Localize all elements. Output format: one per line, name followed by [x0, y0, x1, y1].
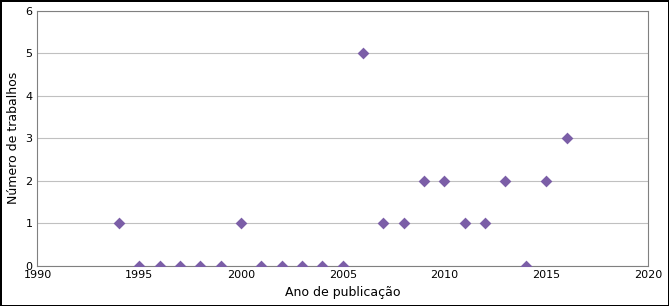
Point — [235, 221, 246, 226]
Point — [541, 178, 551, 183]
Point — [500, 178, 511, 183]
Point — [296, 263, 307, 268]
Point — [317, 263, 328, 268]
Point — [134, 263, 145, 268]
Point — [215, 263, 226, 268]
Point — [195, 263, 205, 268]
Y-axis label: Número de trabalhos: Número de trabalhos — [7, 72, 20, 204]
Point — [276, 263, 287, 268]
Point — [439, 178, 450, 183]
Point — [358, 51, 369, 56]
Point — [175, 263, 185, 268]
Point — [399, 221, 409, 226]
X-axis label: Ano de publicação: Ano de publicação — [285, 286, 401, 299]
Point — [378, 221, 389, 226]
Point — [337, 263, 348, 268]
Point — [480, 221, 490, 226]
Point — [114, 221, 124, 226]
Point — [520, 263, 531, 268]
Point — [460, 221, 470, 226]
Point — [561, 136, 572, 141]
Point — [419, 178, 429, 183]
Point — [256, 263, 267, 268]
Point — [155, 263, 165, 268]
